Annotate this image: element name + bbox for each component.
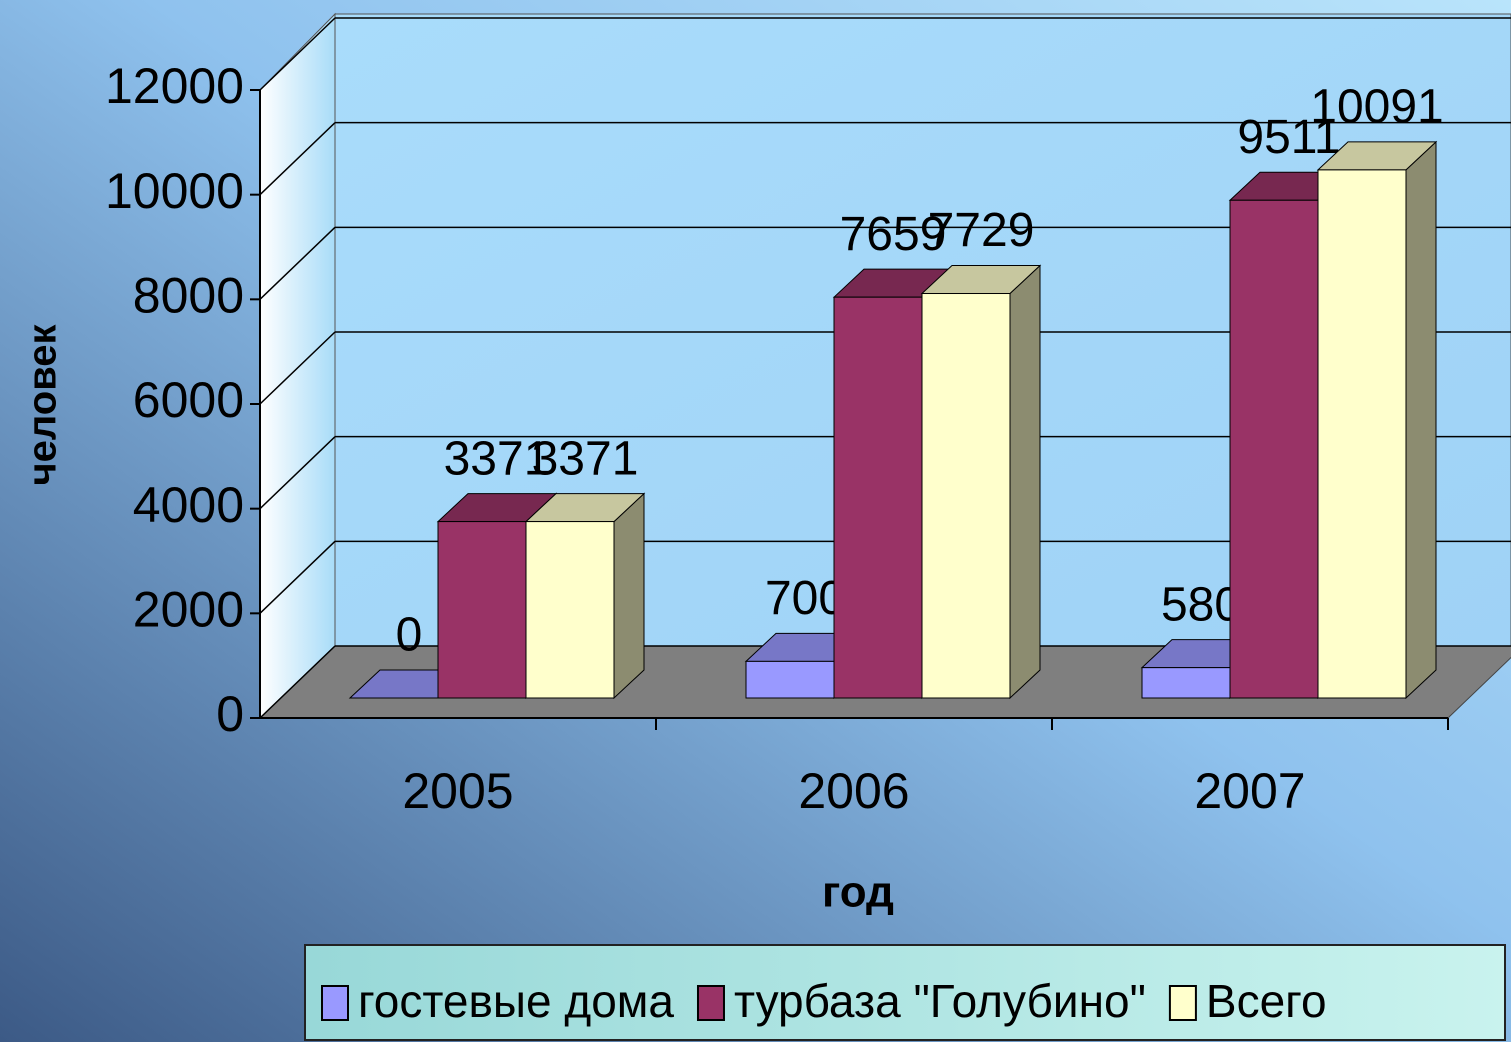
y-tick-label: 4000 xyxy=(133,477,244,533)
bar xyxy=(437,521,527,699)
y-tick-label: 6000 xyxy=(133,372,244,428)
legend-swatch xyxy=(1168,985,1197,1021)
legend-swatch xyxy=(696,985,725,1021)
value-label: 3371 xyxy=(444,432,551,485)
bar xyxy=(833,296,923,699)
bar xyxy=(1317,169,1407,699)
x-tick-label: 2006 xyxy=(798,763,909,819)
y-tick-label: 8000 xyxy=(133,268,244,324)
legend-swatch xyxy=(321,985,349,1021)
bar xyxy=(745,660,835,699)
grid-line-side xyxy=(259,540,336,614)
value-label: 10091 xyxy=(1310,81,1443,134)
value-label: 3371 xyxy=(532,432,639,485)
bar-side xyxy=(1405,140,1437,700)
grid-line-side xyxy=(259,226,336,300)
bar-side xyxy=(613,492,645,700)
bar xyxy=(1141,667,1231,699)
value-label: 700 xyxy=(765,572,845,625)
value-label: 7729 xyxy=(928,204,1035,257)
grid-line-side xyxy=(259,436,336,510)
y-axis-title: человек xyxy=(21,323,65,485)
bar-side xyxy=(1009,264,1041,700)
value-label: 580 xyxy=(1161,578,1241,631)
legend-label: Всего xyxy=(1206,975,1327,1027)
value-label: 7659 xyxy=(840,208,947,261)
x-tick-label: 2007 xyxy=(1194,763,1305,819)
value-label: 9511 xyxy=(1237,111,1340,164)
grid-line-side xyxy=(259,17,336,91)
y-tick-label: 0 xyxy=(216,686,244,742)
y-tick-label: 12000 xyxy=(105,58,244,114)
value-label: 0 xyxy=(396,609,423,662)
x-tick-label: 2005 xyxy=(402,763,513,819)
bar xyxy=(921,293,1011,699)
bar xyxy=(1229,199,1319,699)
y-tick-label: 2000 xyxy=(133,582,244,638)
side-wall xyxy=(259,12,336,720)
grid-line-side xyxy=(259,645,336,719)
x-axis-title: год xyxy=(822,868,894,917)
legend-box xyxy=(304,944,1506,1041)
legend-label: турбаза "Голубино" xyxy=(734,975,1146,1027)
grid-line-side xyxy=(259,331,336,405)
legend-label: гостевые дома xyxy=(358,975,674,1027)
y-tick-label: 10000 xyxy=(105,163,244,219)
bar xyxy=(525,521,615,699)
grid-line-side xyxy=(259,122,336,196)
